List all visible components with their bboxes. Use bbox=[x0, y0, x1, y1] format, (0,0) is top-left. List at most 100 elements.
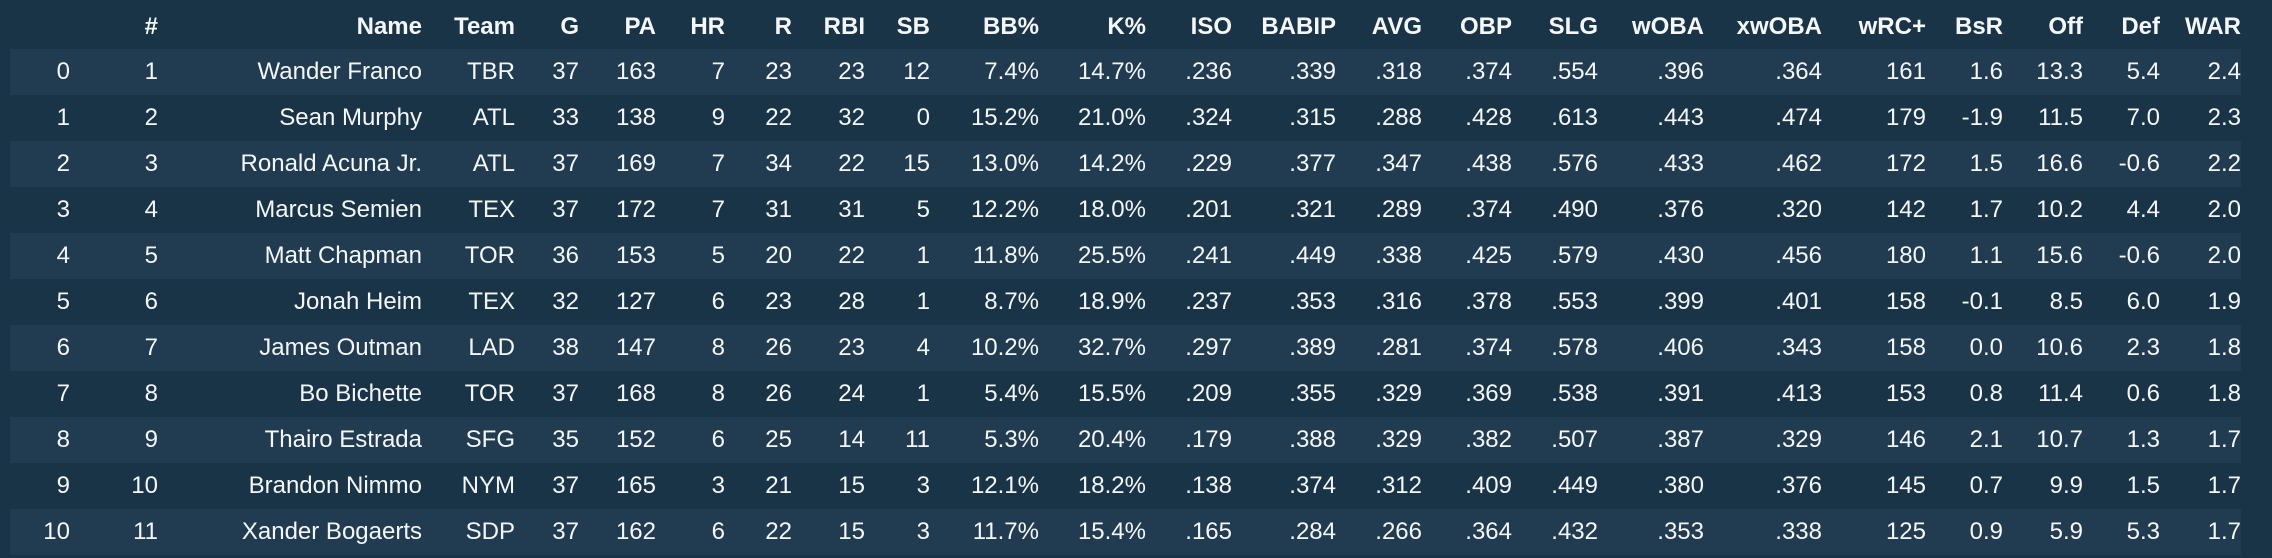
table-cell: .430 bbox=[1657, 242, 1704, 269]
table-cell: 1 bbox=[916, 288, 930, 315]
column-header: R bbox=[774, 12, 792, 40]
table-cell: 7.4% bbox=[984, 58, 1039, 85]
table-cell: Wander Franco bbox=[257, 58, 422, 85]
column-header: RBI bbox=[823, 12, 865, 40]
table-cell: .387 bbox=[1657, 426, 1704, 453]
row-index-cell: 7 bbox=[56, 380, 70, 407]
table-cell: .396 bbox=[1657, 58, 1704, 85]
table-row: 5 6 Jonah Heim TEX 32 127 6 23 28 1 8.7% 18.9% .237.… bbox=[10, 279, 2241, 325]
table-cell: Marcus Semien bbox=[255, 196, 422, 223]
table-cell: 3 bbox=[711, 472, 725, 499]
table-cell: .553 bbox=[1551, 288, 1598, 315]
table-cell: 22 bbox=[838, 150, 865, 177]
table-cell: .613 bbox=[1551, 104, 1598, 131]
table-cell: 1.7 bbox=[2207, 472, 2241, 499]
table-cell: .425 bbox=[1465, 242, 1512, 269]
table-cell: 14 bbox=[838, 426, 865, 453]
table-cell: 15.4% bbox=[1077, 518, 1146, 545]
table-cell: 2.0 bbox=[2207, 196, 2241, 223]
table-cell: .266 bbox=[1375, 518, 1422, 545]
table-cell: .229 bbox=[1185, 150, 1232, 177]
table-cell: 1.1 bbox=[1969, 242, 2003, 269]
table-cell: 6 bbox=[144, 288, 158, 315]
table-cell: 3 bbox=[144, 150, 158, 177]
table-cell: Xander Bogaerts bbox=[241, 518, 422, 545]
table-cell: 7 bbox=[711, 58, 725, 85]
table-cell: .297 bbox=[1185, 334, 1232, 361]
table-cell: 153 bbox=[1885, 380, 1926, 407]
row-index-cell: 10 bbox=[43, 518, 70, 545]
table-cell: 7 bbox=[711, 150, 725, 177]
table-cell: 152 bbox=[615, 426, 656, 453]
table-cell: 7 bbox=[144, 334, 158, 361]
column-header: BABIP bbox=[1261, 12, 1336, 40]
table-cell: 9 bbox=[144, 426, 158, 453]
table-cell: .329 bbox=[1775, 426, 1822, 453]
table-cell: 10.6 bbox=[2036, 334, 2083, 361]
table-cell: NYM bbox=[461, 472, 515, 499]
table-cell: 1.9 bbox=[2207, 288, 2241, 315]
table-cell: 37 bbox=[552, 150, 579, 177]
column-header: Name bbox=[356, 12, 422, 40]
row-index-cell: 1 bbox=[56, 104, 70, 131]
table-cell: 15.6 bbox=[2036, 242, 2083, 269]
table-cell: 165 bbox=[615, 472, 656, 499]
table-cell: .364 bbox=[1465, 518, 1512, 545]
table-row: 0 1 Wander Franco TBR 37 163 7 23 23 12 7.4% 14.7%.… bbox=[10, 49, 2241, 95]
table-cell: 22 bbox=[765, 518, 792, 545]
table-cell: Matt Chapman bbox=[264, 242, 422, 269]
table-cell: 4 bbox=[916, 334, 930, 361]
table-cell: 32.7% bbox=[1077, 334, 1146, 361]
table-cell: 0.0 bbox=[1969, 334, 2003, 361]
table-cell: 180 bbox=[1885, 242, 1926, 269]
table-cell: .391 bbox=[1657, 380, 1704, 407]
table-cell: 1.3 bbox=[2126, 426, 2160, 453]
table-cell: 13.0% bbox=[970, 150, 1039, 177]
table-cell: 33 bbox=[552, 104, 579, 131]
table-cell: .578 bbox=[1551, 334, 1598, 361]
table-cell: 1.5 bbox=[1969, 150, 2003, 177]
column-header: Off bbox=[2048, 12, 2083, 40]
table-cell: 26 bbox=[765, 334, 792, 361]
table-cell: .490 bbox=[1551, 196, 1598, 223]
column-header: xwOBA bbox=[1736, 12, 1822, 40]
table-cell: 5 bbox=[711, 242, 725, 269]
table-cell: 37 bbox=[552, 380, 579, 407]
column-header bbox=[10, 4, 70, 49]
table-cell: .507 bbox=[1551, 426, 1598, 453]
column-header: WAR bbox=[2185, 12, 2241, 40]
table-cell: 8.5 bbox=[2049, 288, 2083, 315]
table-cell: 1.5 bbox=[2126, 472, 2160, 499]
table-cell: 5 bbox=[144, 242, 158, 269]
table-row: 1 2 Sean Murphy ATL 33 138 9 22 32 0 15.2% 21.0% .32… bbox=[10, 95, 2241, 141]
table-cell: .288 bbox=[1375, 104, 1422, 131]
table-cell: 1.7 bbox=[1969, 196, 2003, 223]
table-cell: -0.6 bbox=[2118, 150, 2160, 177]
table-cell: -1.9 bbox=[1961, 104, 2003, 131]
table-cell: 21.0% bbox=[1077, 104, 1146, 131]
column-header: AVG bbox=[1371, 12, 1422, 40]
table-cell: 1 bbox=[916, 380, 930, 407]
table-cell: -0.6 bbox=[2118, 242, 2160, 269]
table-cell: 37 bbox=[552, 472, 579, 499]
table-cell: 145 bbox=[1885, 472, 1926, 499]
table-cell: 172 bbox=[615, 196, 656, 223]
table-cell: .462 bbox=[1775, 150, 1822, 177]
table-cell: .237 bbox=[1185, 288, 1232, 315]
table-cell: Bo Bichette bbox=[299, 380, 422, 407]
table-cell: .281 bbox=[1375, 334, 1422, 361]
table-cell: .438 bbox=[1465, 150, 1512, 177]
table-cell: 6 bbox=[711, 288, 725, 315]
table-cell: 15.2% bbox=[970, 104, 1039, 131]
table-cell: 7 bbox=[711, 196, 725, 223]
table-cell: 12.2% bbox=[970, 196, 1039, 223]
table-cell: 11.7% bbox=[972, 518, 1039, 545]
table-cell: .449 bbox=[1551, 472, 1598, 499]
table-cell: .369 bbox=[1465, 380, 1512, 407]
table-cell: .399 bbox=[1657, 288, 1704, 315]
table-cell: .579 bbox=[1551, 242, 1598, 269]
table-cell: .353 bbox=[1289, 288, 1336, 315]
table-cell: 9.9 bbox=[2049, 472, 2083, 499]
table-cell: .339 bbox=[1289, 58, 1336, 85]
stats-table: # Name Team G PA HR R RBI SB BB% K% ISO BABIP AVG OBP S… bbox=[10, 4, 2241, 555]
